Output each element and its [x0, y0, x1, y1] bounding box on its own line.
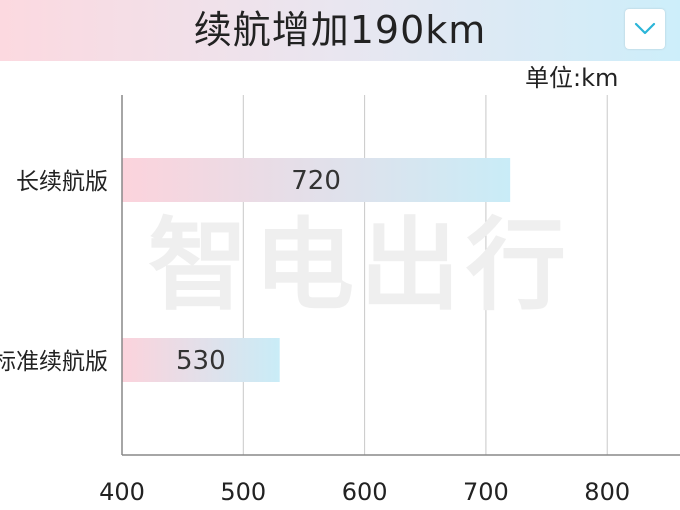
chart-title: 续航增加190km	[193, 8, 487, 52]
bar	[122, 158, 511, 202]
watermark: 智电出行	[148, 207, 572, 324]
chevron-down-icon	[634, 22, 656, 35]
dropdown-button[interactable]	[625, 9, 665, 49]
x-tick-label: 800	[584, 478, 630, 506]
title-bar: 续航增加190km	[0, 0, 680, 61]
unit-label: 单位:km	[525, 64, 619, 92]
x-tick-label: 400	[99, 478, 145, 506]
x-tick-label: 500	[220, 478, 266, 506]
bar	[122, 338, 280, 382]
bars: 720 530	[122, 158, 511, 382]
bar-value-label: 720	[291, 166, 341, 196]
category-label: 标准续航版	[0, 349, 108, 375]
x-tick-label: 600	[342, 478, 388, 506]
gridlines	[242, 95, 608, 455]
bar-value-label: 530	[176, 346, 226, 376]
x-tick-label: 700	[463, 478, 509, 506]
category-label: 长续航版	[16, 169, 108, 195]
